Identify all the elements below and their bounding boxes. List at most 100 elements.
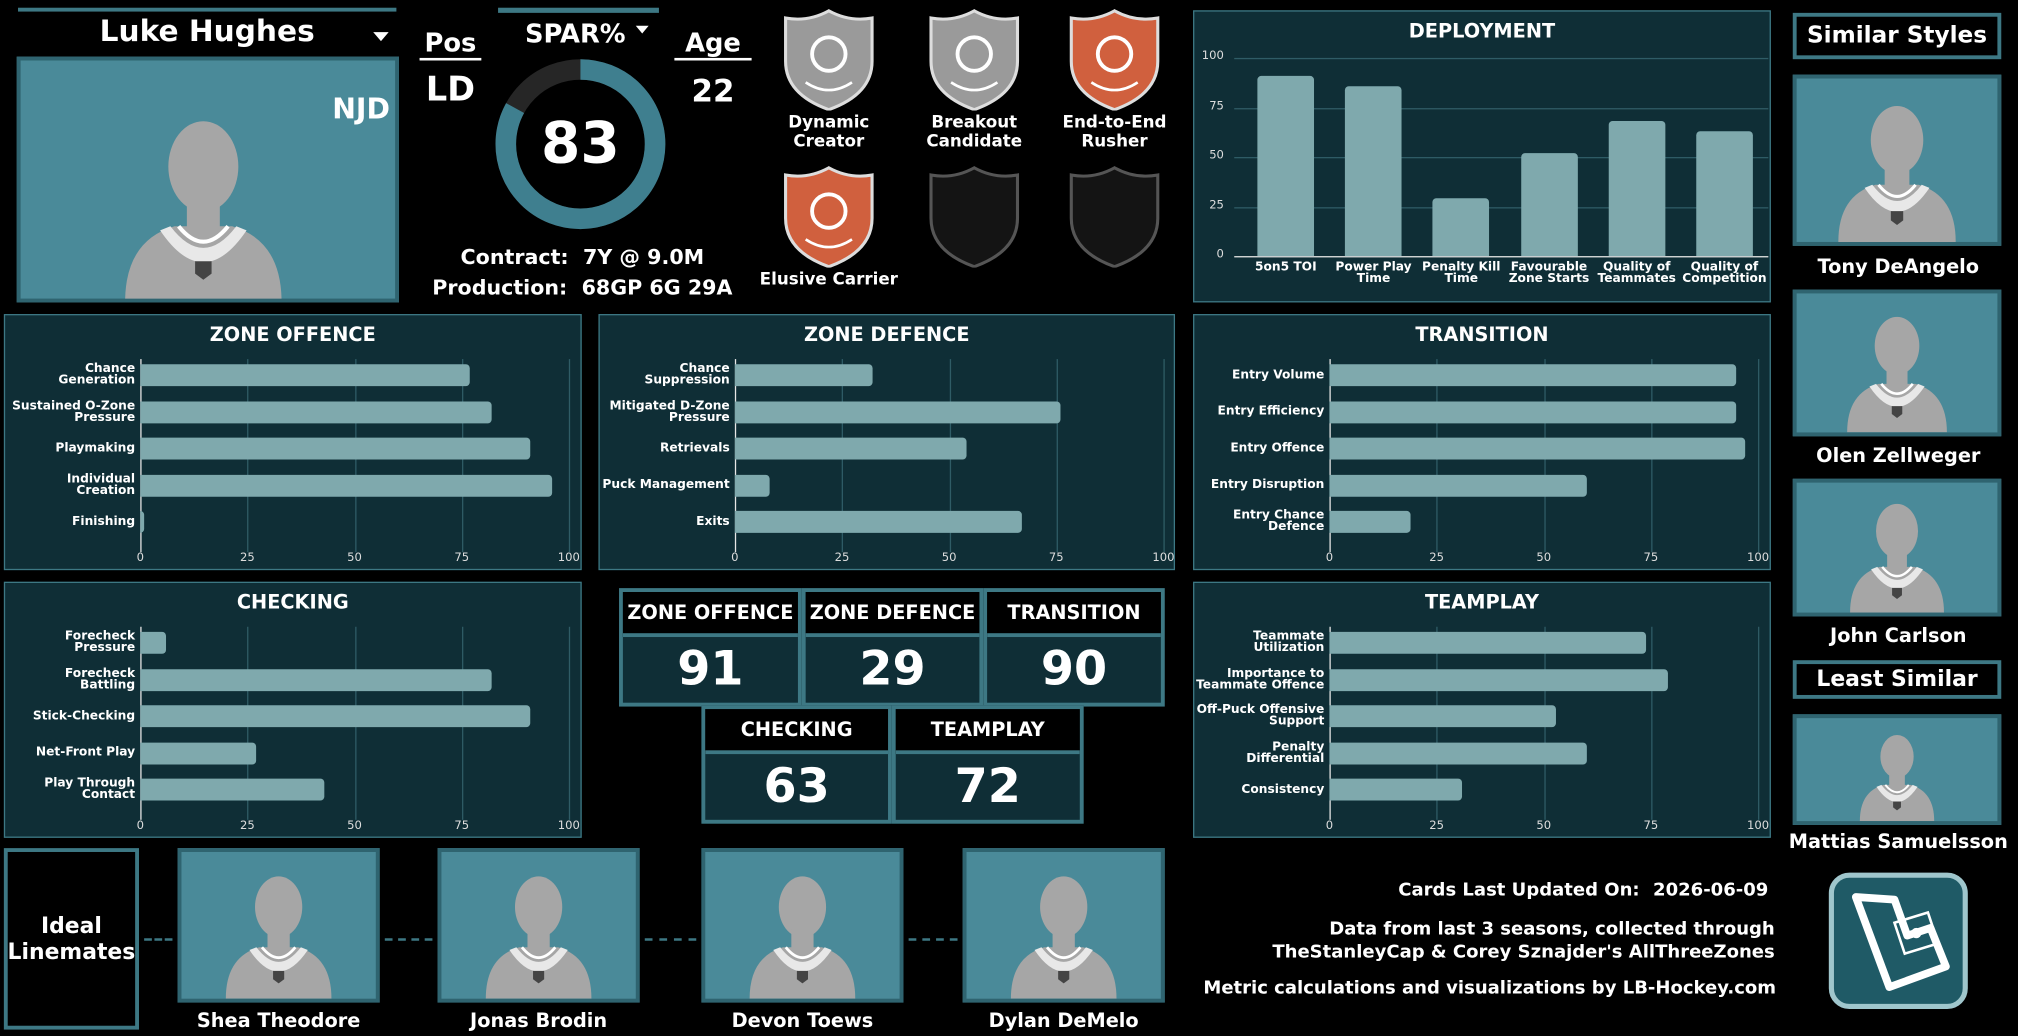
- grid-line: [1163, 359, 1165, 553]
- category-text: Penalty Differential: [1246, 739, 1325, 766]
- category-text: Off-Puck Offensive Support: [1196, 702, 1325, 729]
- x-tick-label: 25: [834, 552, 850, 565]
- connector: [908, 938, 958, 941]
- y-tick-label: 50: [1209, 149, 1224, 163]
- bar: [140, 705, 531, 728]
- category-label: Power Play Time: [1335, 259, 1412, 286]
- age-label: Age: [674, 27, 752, 61]
- category-text: Individual Creation: [66, 472, 136, 498]
- category-text: Entry Efficiency: [1217, 404, 1325, 419]
- badge-shield: [784, 9, 874, 111]
- logo: [1828, 872, 1968, 1010]
- category-label: Stick-Checking: [6, 698, 135, 734]
- grid-line: [1056, 359, 1058, 553]
- team: NJD: [332, 93, 390, 127]
- production-row: Production: 68GP 6G 29A: [412, 275, 753, 299]
- bar: [140, 401, 492, 423]
- chart-title: CHECKING: [236, 590, 349, 614]
- category-text: Net-Front Play: [35, 745, 136, 760]
- category-text: Play Through Contact: [44, 776, 136, 803]
- badge-label: Breakout Candidate: [926, 113, 1023, 152]
- category-label: Entry Volume: [1196, 356, 1324, 392]
- linemate-name: Shea Theodore: [196, 1009, 361, 1033]
- chart-title: TRANSITION: [1415, 323, 1549, 347]
- category-text: Consistency: [1241, 782, 1325, 797]
- category-text: Entry Chance Defence: [1232, 508, 1325, 535]
- badge-shield: [1069, 9, 1160, 111]
- badge-icon: [810, 192, 848, 230]
- bar: [1329, 705, 1557, 728]
- category-label: Favourable Zone Starts: [1508, 259, 1590, 286]
- category-text: Finishing: [72, 514, 136, 529]
- grid-line: [1234, 57, 1769, 60]
- category-label: Net-Front Play: [6, 735, 135, 771]
- production-label: Production:: [432, 275, 568, 300]
- bar: [140, 779, 325, 802]
- badge-shield: [929, 9, 1020, 111]
- bar: [1696, 131, 1753, 257]
- category-text: Chance Suppression: [644, 361, 730, 388]
- category-label: Mitigated D-Zone Pressure: [601, 393, 729, 429]
- bar: [734, 437, 967, 460]
- category-label: Retrievals: [601, 430, 730, 466]
- player-photo: [1792, 714, 2002, 825]
- score-value: 91: [677, 640, 744, 697]
- score-value: 72: [954, 758, 1021, 814]
- category-label: Sustained O-Zone Pressure: [6, 393, 135, 429]
- accent-line: [498, 7, 659, 13]
- badge: [784, 166, 874, 268]
- accent-line: [18, 7, 397, 12]
- silhouette: [1797, 88, 1998, 242]
- credit: Metric calculations and visualizations b…: [1203, 978, 1777, 999]
- player-photo: [1792, 74, 2002, 246]
- updated-label: Cards Last Updated On:: [1398, 880, 1640, 901]
- connector: [384, 938, 433, 941]
- category-text: Forecheck Pressure: [64, 629, 136, 656]
- category-label: Quality of Competition: [1682, 259, 1767, 286]
- bar: [1329, 474, 1587, 497]
- pos-label: Pos: [419, 27, 482, 61]
- source-line: TheStanleyCap & Corey Sznajder's AllThre…: [1272, 942, 1775, 963]
- dropdown-arrow[interactable]: [635, 25, 649, 34]
- grid-line: [568, 626, 571, 820]
- badge-label: End-to-End Rusher: [1062, 113, 1167, 152]
- score-label: TRANSITION: [987, 592, 1161, 638]
- connector: [144, 938, 173, 941]
- category-label: Playmaking: [6, 430, 135, 466]
- score-value: 63: [763, 758, 830, 814]
- linemate-name: Jonas Brodin: [470, 1009, 608, 1033]
- badge-icon: [955, 35, 993, 73]
- dropdown-arrow[interactable]: [373, 32, 389, 42]
- category-label: Entry Disruption: [1196, 467, 1324, 503]
- chart-panel: ZONE DEFENCE 0 25 50 75 100 Chance Suppression…: [598, 314, 1176, 571]
- silhouette: [1797, 301, 1998, 432]
- production: 68GP 6G 29A: [581, 275, 733, 300]
- x-tick-label: 50: [941, 552, 957, 565]
- contract-row: Contract: 7Y @ 9.0M: [412, 245, 753, 269]
- category-label: Forecheck Battling: [6, 661, 135, 697]
- silhouette: [49, 97, 358, 303]
- category-text: Forecheck Battling: [64, 666, 136, 692]
- badge-label: Elusive Carrier: [759, 270, 898, 290]
- x-tick-label: 0: [731, 552, 739, 565]
- bar: [1257, 75, 1315, 257]
- chart-panel: DEPLOYMENT 0 25 50 75 100 5on5 TOI Power Play T…: [1193, 10, 1771, 303]
- bar: [1608, 121, 1666, 257]
- chart-title: ZONE OFFENCE: [209, 323, 376, 347]
- pos: LD: [425, 70, 475, 110]
- x-tick-label: 100: [1746, 552, 1770, 565]
- score-label: TEAMPLAY: [895, 709, 1080, 755]
- category-label: Entry Efficiency: [1196, 393, 1325, 429]
- category-label: Exits: [601, 504, 730, 540]
- category-label: Finishing: [6, 504, 135, 540]
- player-name: Luke Hughes: [99, 15, 315, 49]
- y-tick-label: 75: [1209, 99, 1224, 113]
- linemate-name: Dylan DeMelo: [988, 1009, 1139, 1033]
- category-label: Play Through Contact: [6, 771, 135, 807]
- category-label: Teammate Utilization: [1196, 624, 1324, 660]
- similar-title: Similar Styles: [1792, 12, 2002, 60]
- category-label: Chance Suppression: [601, 356, 730, 392]
- spar-value: 83: [541, 110, 620, 176]
- badge: [929, 166, 1020, 268]
- x-tick-label: 50: [1536, 819, 1552, 833]
